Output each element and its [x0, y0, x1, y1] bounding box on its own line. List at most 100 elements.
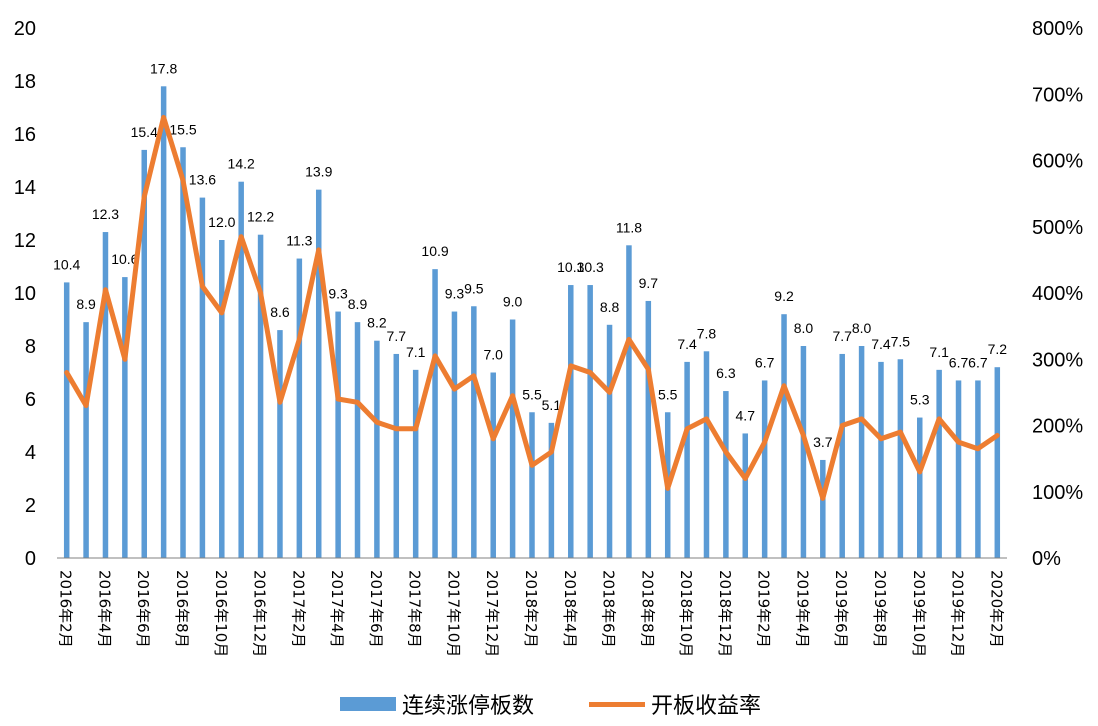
bar-data-label: 13.9	[305, 164, 332, 180]
bar-data-label: 3.7	[813, 434, 833, 450]
bar-data-label: 10.3	[577, 259, 604, 275]
x-axis: 2016年2月 2016年4月 2016年6月 2016年8月 2016年10月 2016…	[57, 557, 1007, 657]
left-tick-label: 6	[25, 389, 36, 411]
x-tick-label: 2019年4月	[793, 570, 811, 648]
left-tick-label: 20	[14, 18, 36, 40]
bar-data-label: 6.7	[968, 354, 988, 370]
bar	[315, 189, 322, 558]
bar	[529, 412, 535, 558]
bar-data-label: 7.1	[929, 344, 949, 360]
bar	[374, 340, 380, 558]
left-tick-label: 2	[25, 495, 36, 517]
legend-line-swatch	[589, 701, 646, 707]
bar	[548, 422, 555, 558]
bar	[432, 269, 438, 558]
bar-data-label: 10.3	[557, 259, 584, 275]
bar	[781, 314, 787, 558]
x-tick-label: 2019年12月	[949, 570, 967, 657]
left-tick-label: 10	[14, 283, 36, 305]
bar	[917, 417, 923, 558]
right-tick-label: 500%	[1032, 217, 1083, 239]
bar-data-label: 4.7	[736, 407, 756, 423]
legend-bar-label: 连续涨停板数	[402, 694, 535, 719]
bar	[703, 351, 710, 558]
bar-data-label: 6.3	[716, 365, 736, 381]
bar-data-label: 7.1	[406, 344, 426, 360]
bar	[412, 369, 419, 558]
bar-data-label: 7.7	[387, 328, 407, 344]
x-tick-label: 2019年2月	[755, 570, 773, 648]
bar-data-label: 5.5	[522, 386, 542, 402]
legend: 连续涨停板数 开板收益率	[340, 688, 816, 720]
x-tick-label: 2016年6月	[134, 570, 152, 648]
right-tick-label: 100%	[1032, 482, 1083, 504]
bar-data-label: 7.7	[832, 328, 852, 344]
bar	[102, 232, 109, 559]
bar-data-label: 15.4	[131, 124, 158, 140]
x-tick-label: 2016年8月	[173, 570, 191, 648]
bar-data-label: 9.3	[445, 286, 465, 302]
bar-data-label: 7.5	[891, 333, 911, 349]
x-tick-label: 2016年10月	[212, 570, 230, 657]
bar	[335, 311, 341, 558]
x-tick-label: 2018年8月	[638, 570, 656, 648]
left-axis: 0 2 4 6 8 10 12 14 16 18 20	[14, 18, 36, 570]
bar	[587, 285, 593, 558]
bar-data-label: 8.6	[270, 304, 290, 320]
bar	[160, 86, 167, 559]
bar	[238, 181, 244, 558]
bar-data-label: 12.3	[92, 206, 119, 222]
left-tick-label: 16	[14, 124, 36, 146]
bar-data-label: 8.0	[794, 320, 814, 336]
right-tick-label: 600%	[1032, 151, 1083, 173]
bar-data-label: 8.9	[76, 296, 96, 312]
bar-data-labels: 10.4 8.9 12.3 10.6 15.4 17.8 15.5 13.6 12.0 14.2 1…	[53, 60, 1007, 450]
bar-data-label: 10.9	[421, 243, 448, 259]
bar	[257, 234, 264, 558]
bar-data-label: 6.7	[755, 354, 775, 370]
bar	[897, 359, 904, 558]
bar-data-label: 11.3	[286, 233, 312, 249]
bar	[626, 245, 632, 559]
bar-data-label: 7.8	[697, 325, 717, 341]
bar	[451, 311, 458, 558]
x-tick-label: 2018年4月	[561, 570, 579, 648]
x-tick-label: 2018年2月	[522, 570, 540, 648]
bar-data-label: 14.2	[228, 156, 255, 172]
bar-data-label: 8.2	[367, 315, 387, 331]
x-tick-label: 2019年8月	[871, 570, 889, 648]
right-axis: 0% 100% 200% 300% 400% 500% 600% 700% 800%	[1032, 18, 1083, 570]
x-tick-label: 2017年8月	[406, 570, 424, 648]
left-tick-label: 12	[14, 230, 36, 252]
bar	[180, 147, 186, 558]
bar	[878, 361, 884, 558]
bar	[684, 361, 690, 558]
bar	[83, 322, 89, 558]
bar-data-label: 8.8	[600, 299, 620, 315]
bar-data-label: 11.8	[616, 219, 642, 235]
legend-line-label: 开板收益率	[651, 694, 762, 719]
left-tick-label: 0	[25, 548, 36, 570]
bar	[199, 197, 206, 558]
bar-data-label: 7.2	[988, 341, 1008, 357]
bar	[296, 258, 303, 558]
bar	[63, 282, 70, 558]
bar	[490, 372, 496, 558]
bar-data-label: 13.6	[189, 172, 216, 188]
bar-data-label: 9.3	[328, 286, 348, 302]
legend-bar-swatch	[340, 697, 396, 711]
x-tick-label: 2017年10月	[444, 570, 462, 657]
x-tick-label: 2018年6月	[600, 570, 618, 648]
bar-series	[63, 86, 1001, 559]
bar-data-label: 9.5	[464, 280, 484, 296]
legend-item-line: 开板收益率	[589, 688, 761, 720]
bar	[761, 380, 768, 558]
bar	[994, 367, 1001, 558]
bar	[839, 353, 845, 558]
x-tick-label: 2016年12月	[251, 570, 269, 657]
right-tick-label: 200%	[1032, 416, 1083, 438]
bar-data-label: 9.0	[503, 294, 523, 310]
bar-data-label: 7.4	[871, 336, 891, 352]
x-tick-label: 2019年10月	[910, 570, 928, 657]
